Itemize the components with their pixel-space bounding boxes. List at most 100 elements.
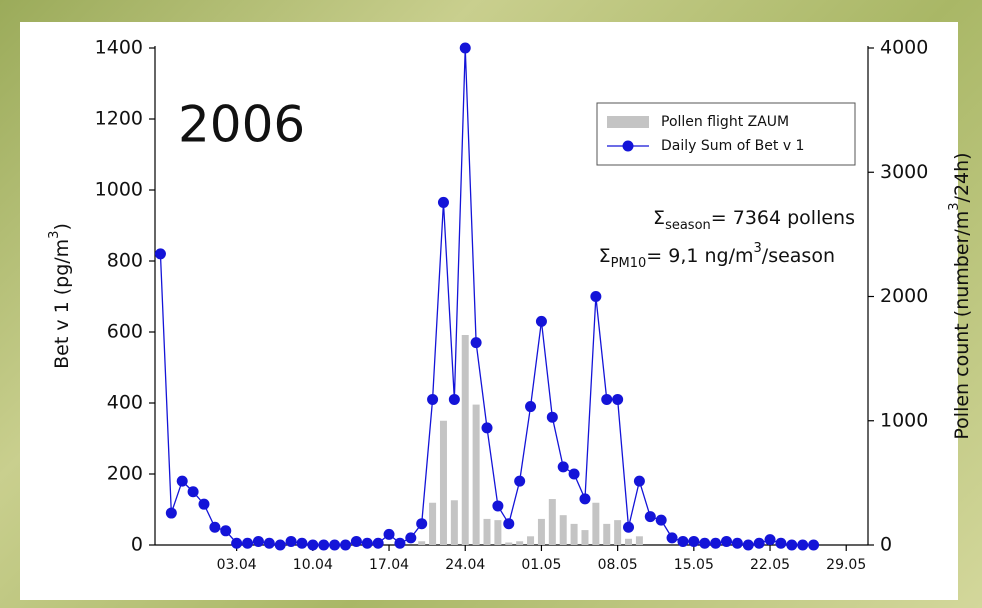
point: [285, 535, 297, 547]
bar: [450, 500, 458, 545]
y-tick-label: 200: [107, 463, 143, 485]
bar: [592, 502, 600, 545]
y-tick-label: 800: [107, 250, 143, 272]
point: [579, 493, 591, 505]
bar: [614, 520, 622, 545]
annotation-part: = 7364 pollens: [711, 207, 855, 229]
point: [242, 537, 254, 549]
annotation: ΣPM10= 9,1 ng/m3/season: [599, 241, 835, 271]
y2-tick-label: 1000: [880, 409, 928, 431]
point: [154, 248, 166, 260]
point: [655, 514, 667, 526]
point: [459, 42, 471, 54]
bar: [494, 520, 502, 545]
bar: [429, 502, 437, 545]
point: [296, 537, 308, 549]
bar: [559, 515, 567, 545]
annotation-part: PM10: [611, 256, 647, 271]
point: [720, 535, 732, 547]
y2-axis-label-part: 3: [947, 202, 962, 210]
point: [623, 521, 635, 533]
point: [677, 535, 689, 547]
point: [753, 537, 765, 549]
bar: [581, 530, 589, 545]
y-tick-label: 1200: [95, 108, 143, 130]
y2-axis-label-part: Pollen count (number/m: [951, 211, 973, 440]
chart-annotation: 2006: [178, 96, 305, 154]
point: [492, 500, 504, 512]
bar: [635, 536, 643, 545]
point: [601, 393, 613, 405]
point: [329, 539, 341, 551]
annotation-part: 3: [754, 241, 762, 256]
point: [775, 537, 787, 549]
point: [568, 468, 580, 480]
y2-axis-label-part: /24h): [951, 152, 973, 202]
point: [252, 535, 264, 547]
y-tick-label: 1000: [95, 179, 143, 201]
y-axis-label: Bet v 1 (pg/m3): [47, 223, 73, 369]
annotation-part: Σ: [653, 207, 665, 229]
y2-tick-label: 3000: [880, 161, 928, 183]
y-axis-label-part: Bet v 1 (pg/m: [51, 239, 73, 369]
point: [786, 539, 798, 551]
point: [383, 528, 395, 540]
legend-label: Pollen flight ZAUM: [661, 114, 789, 130]
point: [307, 539, 319, 551]
point: [318, 539, 330, 551]
bar: [537, 518, 545, 545]
annotation-part: Σ: [599, 245, 611, 267]
point: [764, 534, 776, 546]
bar: [418, 541, 426, 545]
legend-box: [596, 102, 856, 166]
bar: [472, 404, 480, 545]
point: [448, 393, 460, 405]
bar: [439, 420, 447, 545]
y2-axis-label: Pollen count (number/m3/24h): [947, 152, 973, 439]
bar: [625, 538, 633, 545]
y2-tick-label: 0: [880, 534, 892, 556]
bar: [570, 523, 578, 545]
point: [231, 537, 243, 549]
y-tick-label: 400: [107, 392, 143, 414]
point: [546, 411, 558, 423]
legend-swatch: [622, 140, 634, 152]
point: [535, 315, 547, 327]
point: [503, 518, 515, 530]
point: [350, 535, 362, 547]
point: [797, 539, 809, 551]
bar: [516, 541, 524, 545]
bar: [505, 542, 513, 545]
x-tick-label: 24.04: [445, 557, 485, 573]
point: [209, 521, 221, 533]
annotation-part: season: [665, 218, 711, 233]
point: [427, 393, 439, 405]
y-tick-label: 600: [107, 321, 143, 343]
x-tick-label: 22.05: [750, 557, 790, 573]
bar: [548, 499, 556, 545]
y-axis-label-part: 3: [47, 231, 62, 239]
point: [612, 393, 624, 405]
bar: [527, 536, 535, 545]
y-axis-label-part: ): [51, 223, 73, 230]
point: [514, 475, 526, 487]
point: [699, 537, 711, 549]
x-tick-label: 15.05: [674, 557, 714, 573]
point: [198, 498, 210, 510]
point: [470, 337, 482, 349]
point: [187, 486, 199, 498]
point: [666, 532, 678, 544]
point: [372, 537, 384, 549]
point: [710, 537, 722, 549]
point: [525, 401, 537, 413]
point: [176, 475, 188, 487]
point: [731, 537, 743, 549]
y-tick-label: 1400: [95, 37, 143, 59]
bar: [483, 518, 491, 545]
annotation-part: /season: [762, 245, 835, 267]
point: [633, 475, 645, 487]
x-tick-label: 03.04: [217, 557, 257, 573]
x-tick-label: 08.05: [598, 557, 638, 573]
